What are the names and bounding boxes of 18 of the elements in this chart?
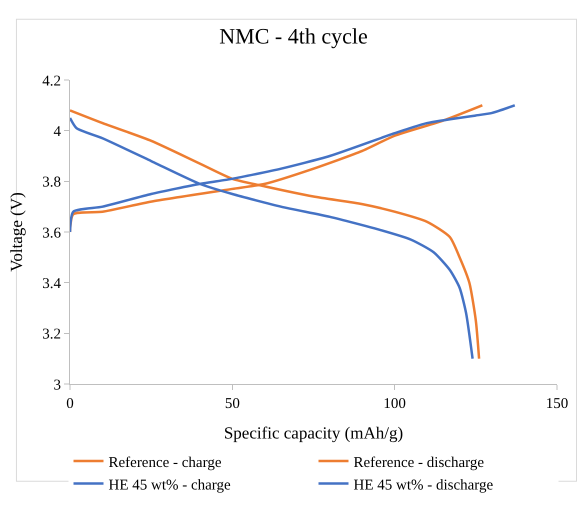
y-tick-label: 3 — [54, 377, 61, 394]
legend-label: Reference - discharge — [354, 454, 484, 471]
legend-label: Reference - charge — [108, 454, 222, 471]
y-tick-label: 3.6 — [42, 225, 62, 242]
y-axis-title: Voltage (V) — [6, 192, 26, 272]
y-tick-label: 4 — [54, 124, 62, 140]
x-tick-label: 0 — [66, 396, 74, 412]
x-axis-title: Specific capacity (mAh/g) — [224, 423, 404, 442]
y-tick-label: 4.2 — [42, 73, 61, 90]
y-tick-label: 3.8 — [42, 174, 61, 191]
y-tick-label: 3.2 — [42, 326, 61, 343]
x-tick-label: 100 — [383, 396, 406, 412]
x-tick-label: 50 — [224, 396, 240, 412]
chart-title: NMC - 4th cycle — [219, 24, 368, 49]
x-tick-label: 150 — [546, 396, 568, 412]
legend-label: HE 45 wt% - charge — [108, 477, 232, 494]
legend-label: HE 45 wt% - discharge — [354, 477, 494, 494]
y-tick-label: 3.4 — [42, 276, 62, 292]
